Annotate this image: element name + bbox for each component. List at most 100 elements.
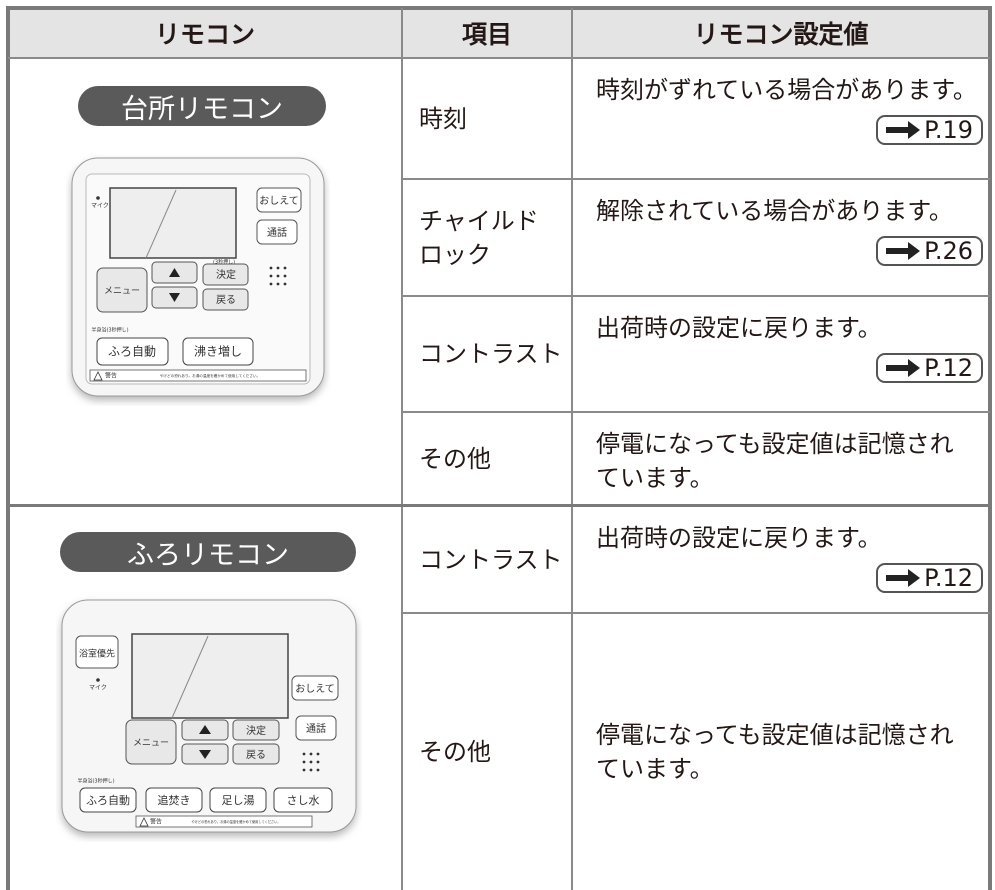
page-ref-label: P.12	[924, 354, 973, 382]
border	[8, 57, 990, 59]
page-ref-label: P.19	[924, 116, 973, 144]
mic-label: マイク	[89, 685, 107, 692]
mic-label: マイク	[91, 203, 109, 210]
button-label: さし水	[287, 794, 320, 807]
item-label: その他	[419, 444, 491, 473]
button-label: 決定	[246, 725, 266, 737]
display-glare	[171, 635, 209, 719]
item-cell: その他	[403, 614, 571, 890]
button[interactable]	[145, 787, 203, 813]
item-label: チャイルド	[419, 206, 539, 235]
button-label: 追焚き	[158, 793, 191, 807]
speaker	[269, 266, 287, 286]
button-label: 通話	[267, 227, 287, 239]
button[interactable]	[182, 337, 254, 366]
item-cell: コントラスト	[403, 297, 571, 411]
button[interactable]	[96, 267, 148, 313]
border	[402, 295, 990, 297]
warning-bar	[89, 369, 307, 382]
display	[131, 633, 289, 719]
button[interactable]	[295, 715, 337, 741]
page-ref: P.12	[876, 563, 983, 593]
warning-label: 警告	[150, 818, 162, 826]
header-cell: リモコン設定値	[572, 8, 990, 58]
up-icon	[169, 268, 180, 277]
button[interactable]	[232, 719, 280, 741]
value-text: 時刻がずれている場合があります。	[596, 76, 977, 104]
value-text: 出荷時の設定に戻ります。	[596, 314, 882, 342]
button[interactable]	[96, 337, 169, 366]
page-ref-label: P.26	[924, 237, 973, 265]
border	[402, 178, 990, 180]
mic-dot	[96, 678, 100, 682]
item-label: 時刻	[419, 104, 467, 133]
item-cell: チャイルド ロック	[403, 180, 571, 295]
remote-label: ふろリモコン	[60, 532, 356, 572]
warning-icon	[139, 817, 149, 827]
border	[8, 504, 990, 507]
button-label: 戻る	[246, 749, 266, 761]
value-text: 停電になっても設定値は記憶されています。	[596, 721, 954, 783]
button[interactable]	[273, 787, 333, 813]
down-icon	[199, 750, 211, 759]
arrow-icon	[886, 121, 921, 139]
button-label: おしえて	[295, 683, 335, 695]
item-cell: 時刻	[403, 59, 571, 178]
item-label: コントラスト	[419, 545, 563, 574]
button[interactable]	[209, 787, 267, 813]
header-cell: リモコン	[8, 8, 402, 58]
warning-icon	[93, 371, 103, 381]
border	[6, 6, 10, 890]
lock-label: (3秒押し)	[213, 259, 235, 266]
border	[401, 8, 403, 890]
item-cell: その他	[403, 413, 571, 504]
button[interactable]	[75, 635, 119, 669]
border	[402, 411, 990, 413]
button[interactable]	[256, 219, 298, 245]
button[interactable]	[79, 787, 137, 813]
warning-text: やけどの恐れあり。お湯の温度を確かめて使用してください。	[160, 373, 260, 378]
note-label: 半身浴(3秒押し)	[77, 778, 114, 785]
button-label: メニュー	[133, 739, 169, 749]
button-label: ふろ自動	[86, 793, 130, 807]
arrow-icon	[886, 569, 921, 587]
page-ref: P.12	[876, 353, 983, 383]
button-label: 通話	[306, 723, 326, 735]
item-label: コントラスト	[419, 340, 563, 368]
button[interactable]	[291, 675, 339, 701]
item-label: ロック	[419, 240, 491, 269]
speaker	[302, 752, 320, 772]
kitchen-remote: マイク おしえて 通話 (3秒押し) メニュー 決定 戻る 半身浴(3秒押し) …	[71, 157, 325, 397]
up-icon	[199, 725, 211, 734]
border	[988, 6, 992, 890]
bath-remote: 浴室優先 マイク おしえて 通話 メニュー 決定 戻る 半身浴(3秒押し) ふろ…	[61, 599, 357, 833]
mic-dot	[96, 196, 100, 200]
border	[6, 6, 992, 10]
remote-label: 台所リモコン	[78, 86, 326, 126]
button-label: 足し湯	[222, 794, 255, 807]
button[interactable]	[202, 263, 249, 286]
warning-label: 警告	[105, 372, 117, 380]
header-cell: 項目	[402, 8, 572, 58]
warning-bar	[135, 815, 313, 828]
button-label: ふろ自動	[108, 345, 156, 359]
arrow-icon	[886, 242, 921, 260]
down-icon	[169, 293, 180, 302]
arrow-icon	[886, 359, 921, 377]
button-label: 戻る	[216, 294, 236, 306]
button-label: おしえて	[259, 195, 299, 207]
button[interactable]	[256, 187, 302, 213]
button[interactable]	[125, 719, 177, 765]
button-label: 浴室優先	[79, 648, 115, 660]
border	[571, 8, 573, 890]
page-ref: P.19	[876, 115, 983, 145]
display	[109, 187, 237, 259]
button-label: 沸き増し	[194, 345, 242, 359]
button-label: 決定	[216, 269, 236, 281]
border	[402, 612, 990, 614]
button[interactable]	[202, 288, 249, 311]
item-label: その他	[419, 738, 491, 766]
button[interactable]	[232, 743, 280, 765]
page-ref-label: P.12	[924, 564, 973, 592]
